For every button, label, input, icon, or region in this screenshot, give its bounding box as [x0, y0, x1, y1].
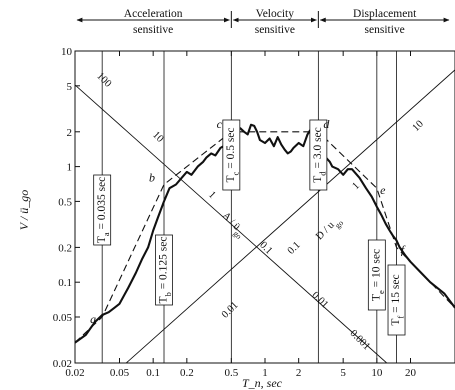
period-lines [101, 51, 397, 363]
period-label: Td = 3.0 sec [312, 127, 327, 183]
region-label: Velocity [256, 8, 295, 20]
x-tick-label: 0.2 [180, 367, 194, 379]
region-label-sub: sensitive [365, 24, 405, 36]
displacement-axis-tick-label: 1 [350, 180, 361, 191]
point-label-c: c [217, 117, 223, 131]
acceleration-axis-tick-label: 0.1 [257, 240, 274, 257]
y-tick-label: 0.1 [58, 277, 72, 289]
y-axis-label: V / ü_go [17, 190, 31, 230]
x-tick-label: 5 [340, 367, 346, 379]
period-label: Tf = 15 sec [390, 274, 405, 325]
period-label: Ta = 0.035 sec [96, 177, 111, 244]
y-tick-label: 0.5 [58, 196, 72, 208]
acceleration-axis-tick-label: 100 [94, 71, 113, 90]
point-label-d: d [323, 117, 330, 131]
x-tick-label: 2 [296, 367, 302, 379]
period-label-box [309, 119, 328, 191]
x-tick-label: 0.05 [110, 367, 130, 379]
period-label-box [93, 174, 112, 246]
y-tick-label: 0.02 [53, 358, 72, 370]
acceleration-axis-name: A / ügo [217, 210, 247, 240]
point-label-b: b [149, 171, 155, 185]
region-header: Acceleration sensitive Velocity sensitive Di… [76, 8, 450, 36]
point-label-e: e [380, 183, 386, 197]
displacement-diagonal-axis [125, 69, 455, 363]
period-label-box [222, 119, 241, 191]
x-tick-label: 0.02 [65, 367, 84, 379]
point-label-a: a [90, 312, 96, 326]
y-tick-label: 10 [61, 46, 73, 58]
period-label: Te = 10 sec [370, 249, 385, 301]
series-layer [75, 123, 455, 344]
period-label: Tc = 0.5 sec [225, 127, 240, 182]
period-label-box [367, 239, 386, 311]
period-label: Tb = 0.125 sec [158, 236, 173, 303]
displacement-axis-tick-label: 10 [411, 119, 426, 134]
acceleration-axis-tick-label: 10 [150, 130, 165, 145]
region-label: Acceleration [124, 8, 183, 20]
acceleration-axis-tick-label: 1 [206, 189, 217, 200]
idealized-spectrum-line [75, 131, 455, 344]
x-tick-label: 10 [371, 367, 383, 379]
y-tick-label: 1 [67, 162, 73, 174]
region-label: Displacement [353, 8, 417, 20]
displacement-axis-tick-label: 0.1 [286, 240, 303, 257]
x-tick-label: 1 [262, 367, 268, 379]
displacement-axis-tick-label: 0.01 [220, 300, 241, 321]
y-tick-label: 0.05 [53, 312, 73, 324]
y-tick-label: 2 [67, 127, 73, 139]
acceleration-axis-tick-label: 0.01 [309, 290, 330, 311]
y-tick-label: 5 [67, 81, 73, 93]
acceleration-axis-tick-label: 0.001 [348, 328, 372, 352]
x-tick-label: 0.5 [224, 367, 238, 379]
axis-ticks: 0.02 0.05 0.1 0.2 0.5 1 2 5 10 20 0.02 0.05 0.1 0.2 0.… [53, 46, 417, 379]
period-label-box [387, 264, 406, 336]
x-tick-label: 20 [405, 367, 417, 379]
x-tick-label: 0.1 [146, 367, 160, 379]
x-axis-label: T_n, sec [242, 376, 283, 390]
spectrum-line [75, 123, 455, 344]
point-label-f: f [401, 242, 406, 256]
period-label-box [155, 234, 173, 306]
region-label-sub: sensitive [255, 24, 295, 36]
y-tick-label: 0.2 [58, 242, 72, 254]
region-label-sub: sensitive [133, 24, 173, 36]
